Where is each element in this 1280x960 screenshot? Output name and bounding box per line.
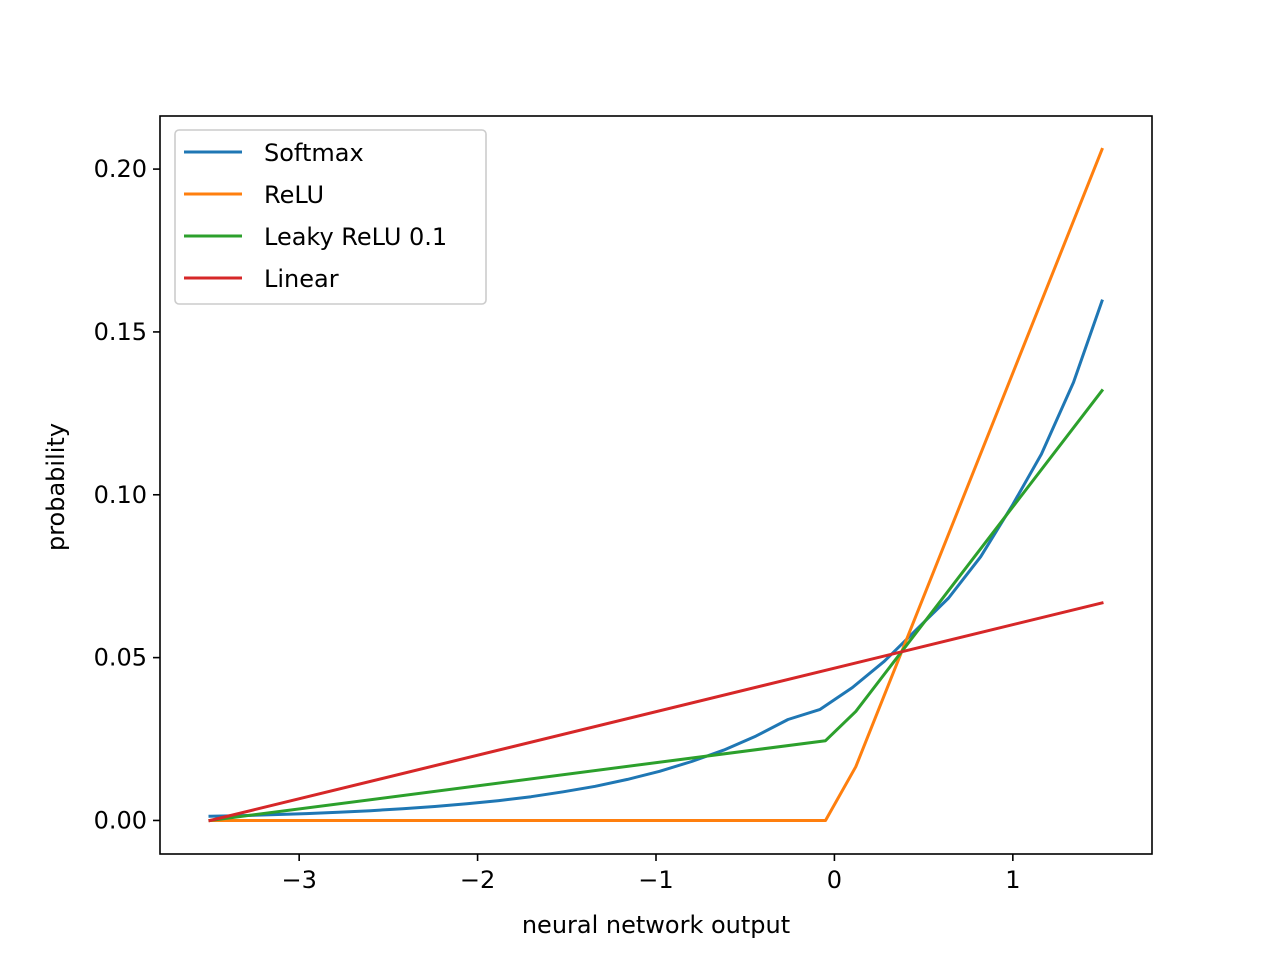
legend-label: ReLU	[264, 181, 324, 209]
y-axis-ticks: 0.00 0.05 0.10 0.15 0.20	[94, 155, 160, 834]
x-tick-label: −2	[460, 866, 495, 894]
plot-lines	[208, 147, 1105, 823]
x-axis-ticks: −3 −2 −1 0 1	[281, 854, 1020, 894]
x-axis-label: neural network output	[522, 911, 790, 939]
x-tick-label: −3	[281, 866, 316, 894]
y-tick-label: 0.15	[94, 318, 147, 346]
y-axis-label: probability	[42, 423, 70, 551]
y-tick-label: 0.20	[94, 155, 147, 183]
series-line-linear	[208, 601, 1104, 823]
x-tick-label: 1	[1005, 866, 1020, 894]
series-line-relu	[208, 147, 1104, 822]
legend-label: Leaky ReLU 0.1	[264, 223, 447, 251]
legend-box	[174, 129, 487, 305]
y-tick-label: 0.05	[94, 644, 147, 672]
x-tick-label: 0	[827, 866, 842, 894]
y-tick-label: 0.10	[94, 481, 147, 509]
y-tick-label: 0.00	[94, 806, 147, 834]
legend: Softmax ReLU Leaky ReLU 0.1 Linear	[174, 129, 487, 305]
x-tick-label: −1	[638, 866, 673, 894]
series-line-softmax	[208, 299, 1104, 818]
legend-label: Softmax	[264, 139, 364, 167]
legend-label: Linear	[264, 265, 339, 293]
series-line-leaky-relu-0-1	[208, 388, 1105, 823]
